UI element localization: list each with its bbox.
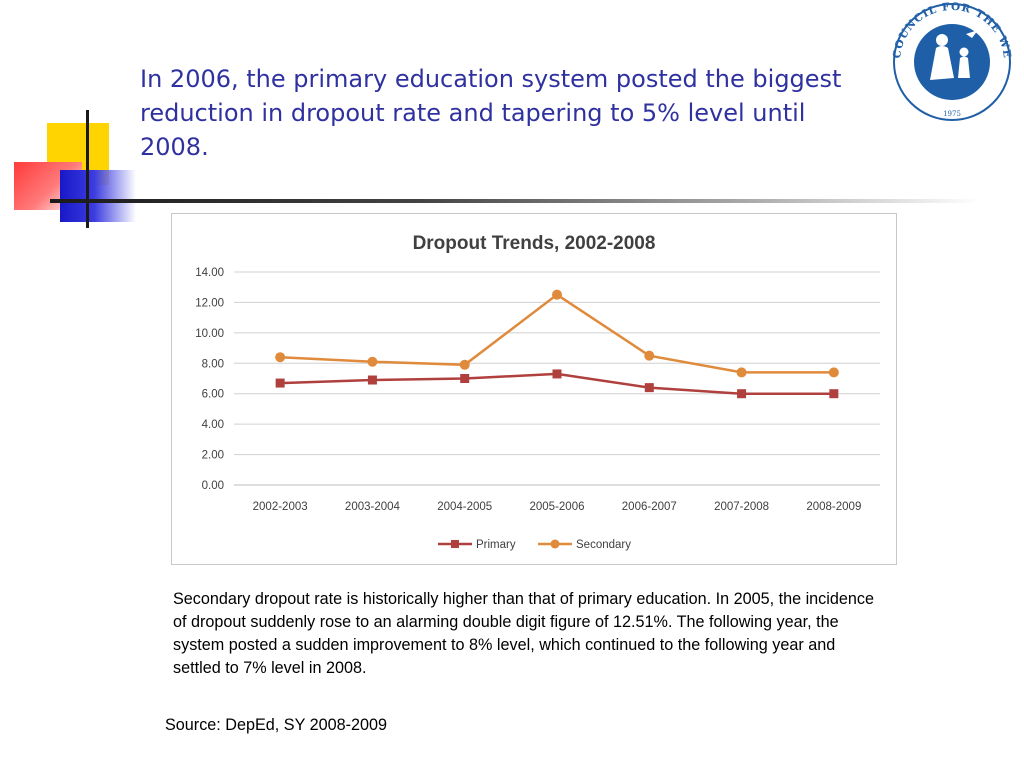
y-tick-label: 10.00 — [195, 328, 224, 340]
family-silhouette-icon — [930, 30, 978, 80]
y-tick-label: 8.00 — [202, 358, 224, 370]
y-tick-label: 12.00 — [195, 297, 224, 309]
legend-marker-secondary — [550, 539, 560, 549]
x-tick-label: 2008-2009 — [806, 501, 861, 513]
decor-blue-square — [60, 170, 136, 222]
source-note: Source: DepEd, SY 2008-2009 — [165, 716, 387, 734]
chart-svg: Dropout Trends, 2002-2008 0.00 2.00 4.00 6.… — [195, 233, 880, 551]
data-point-primary — [460, 374, 470, 383]
x-tick-label: 2004-2005 — [437, 501, 492, 513]
x-tick-label: 2005-2006 — [530, 501, 585, 513]
y-tick-label: 4.00 — [202, 419, 224, 431]
data-point-secondary — [275, 352, 286, 363]
x-tick-label: 2003-2004 — [345, 501, 401, 513]
decor-vertical-line — [86, 110, 89, 228]
logo-disc — [914, 24, 990, 100]
legend-label-primary: Primary — [476, 539, 516, 551]
data-point-primary — [644, 383, 654, 393]
title-divider-line — [50, 199, 980, 203]
body-paragraph: Secondary dropout rate is historically h… — [173, 590, 874, 677]
legend-marker-primary — [451, 540, 459, 548]
series-line-secondary — [280, 293, 834, 374]
x-tick-label: 2006-2007 — [622, 501, 677, 513]
y-tick-label: 0.00 — [202, 480, 224, 492]
data-point-primary — [367, 375, 377, 385]
legend-label-secondary: Secondary — [576, 539, 631, 551]
data-point-secondary — [736, 367, 747, 378]
y-tick-label: 2.00 — [202, 450, 224, 462]
data-point-primary — [275, 378, 285, 388]
chart-grid — [234, 271, 880, 486]
x-tick-label: 2002-2003 — [253, 501, 308, 513]
data-point-secondary — [552, 289, 562, 300]
data-point-secondary — [459, 359, 470, 370]
cwc-logo: COUNCIL FOR THE WELFARE OF CHILDREN 1975 — [874, 0, 1024, 125]
chart-title: Dropout Trends, 2002-2008 — [413, 233, 656, 254]
chart-series — [275, 289, 839, 399]
dropout-chart: Dropout Trends, 2002-2008 0.00 2.00 4.00 6.… — [171, 213, 897, 565]
data-point-secondary — [644, 350, 655, 361]
slide-title: In 2006, the primary education system po… — [140, 65, 842, 161]
data-point-secondary — [367, 356, 378, 367]
data-point-secondary — [828, 367, 839, 378]
x-axis: 2002-2003 2003-2004 2004-2005 2005-2006 2006… — [253, 501, 862, 513]
chart-legend: Primary Secondary — [438, 539, 631, 551]
logo-year: 1975 — [943, 110, 961, 118]
y-axis: 0.00 2.00 4.00 6.00 8.00 10.00 12.00 14.00 — [195, 267, 224, 492]
data-point-primary — [829, 389, 839, 399]
y-tick-label: 14.00 — [195, 267, 224, 279]
data-point-primary — [737, 389, 747, 399]
data-point-primary — [552, 369, 562, 379]
y-tick-label: 6.00 — [202, 389, 224, 401]
x-tick-label: 2007-2008 — [714, 501, 769, 513]
